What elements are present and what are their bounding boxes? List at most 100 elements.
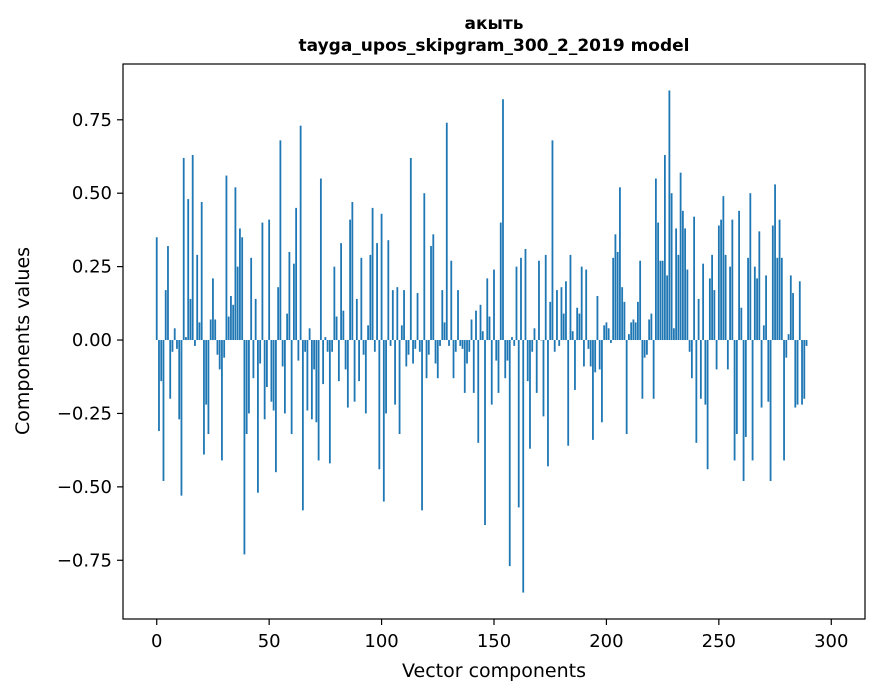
bar-134: [457, 290, 459, 341]
bar-176: [551, 140, 554, 341]
bar-100: [380, 213, 383, 341]
bar-93: [364, 340, 367, 414]
bar-188: [578, 313, 581, 341]
y-tick-label: 0.00: [72, 330, 112, 351]
bar-122: [430, 246, 432, 341]
bar-14: [187, 199, 190, 341]
bar-43: [252, 340, 255, 379]
bar-120: [425, 340, 428, 379]
bar-108: [398, 340, 401, 434]
bar-204: [614, 234, 617, 341]
bar-139: [468, 340, 471, 352]
bar-92: [362, 340, 365, 355]
bar-132: [452, 340, 455, 379]
bar-154: [502, 99, 504, 341]
bar-250: [717, 225, 720, 341]
bar-8: [173, 328, 176, 341]
bar-19: [198, 322, 201, 341]
bar-59: [288, 251, 291, 341]
bar-87: [351, 202, 354, 341]
bar-243: [702, 263, 705, 341]
bar-55: [279, 140, 282, 341]
y-tick-label: −0.75: [57, 550, 112, 571]
bar-148: [488, 316, 491, 341]
bar-224: [659, 260, 662, 341]
bar-77: [328, 340, 331, 464]
bar-111: [405, 340, 408, 367]
bar-198: [601, 340, 603, 423]
bar-69: [310, 340, 313, 420]
bar-201: [607, 328, 610, 341]
bar-46: [259, 340, 262, 364]
bar-205: [616, 251, 619, 341]
bar-83: [342, 310, 345, 341]
plot-frame: [122, 63, 866, 620]
bar-22: [205, 340, 208, 405]
y-tick-label: 0.25: [72, 257, 112, 278]
bar-104: [389, 340, 392, 346]
bar-222: [654, 178, 657, 341]
bar-241: [697, 298, 700, 341]
bar-118: [421, 340, 423, 511]
bar-249: [715, 340, 718, 370]
bar-248: [713, 290, 716, 341]
bar-174: [547, 340, 549, 467]
bar-280: [785, 340, 788, 358]
bar-38: [241, 237, 244, 341]
bar-256: [731, 219, 734, 341]
bar-272: [767, 340, 770, 402]
bar-27: [216, 340, 219, 355]
bar-277: [778, 219, 781, 341]
bar-227: [666, 275, 669, 341]
bar-254: [726, 340, 729, 370]
bar-206: [619, 187, 621, 341]
bar-236: [686, 269, 689, 341]
bar-240: [695, 340, 698, 443]
bar-259: [738, 210, 740, 341]
bar-269: [760, 340, 763, 408]
bar-177: [553, 340, 556, 352]
bar-202: [610, 340, 612, 343]
bar-219: [648, 319, 651, 341]
bar-152: [497, 340, 500, 393]
bar-238: [690, 340, 693, 379]
bar-197: [598, 340, 601, 370]
bar-193: [589, 340, 592, 367]
bar-182: [565, 281, 567, 341]
bar-150: [493, 269, 495, 341]
bar-53: [275, 340, 277, 473]
bar-52: [272, 340, 275, 411]
bar-186: [574, 340, 576, 390]
bar-141: [472, 340, 475, 393]
bar-195: [594, 340, 597, 373]
bar-56: [281, 340, 284, 367]
bar-31: [225, 175, 228, 341]
bar-279: [783, 340, 785, 461]
bar-9: [176, 340, 178, 349]
bar-90: [358, 340, 360, 382]
bar-184: [569, 254, 572, 341]
bar-20: [200, 202, 203, 341]
bar-172: [542, 340, 545, 417]
bar-125: [436, 340, 439, 379]
bar-245: [706, 340, 709, 470]
bar-73: [319, 178, 322, 341]
bar-50: [268, 219, 271, 341]
bar-85: [346, 340, 349, 408]
bar-221: [652, 340, 655, 399]
bar-99: [378, 340, 381, 470]
bar-117: [418, 340, 421, 352]
bar-101: [382, 340, 385, 502]
bars-group: [155, 90, 808, 593]
bar-106: [394, 340, 396, 405]
bar-6: [169, 340, 172, 399]
bar-164: [524, 249, 527, 341]
bar-146: [484, 340, 486, 526]
bar-64: [299, 125, 302, 341]
bar-151: [495, 340, 498, 361]
bar-212: [632, 319, 635, 341]
bar-13: [185, 337, 187, 341]
bar-138: [466, 340, 468, 364]
bar-10: [178, 340, 181, 420]
bar-180: [560, 287, 563, 341]
